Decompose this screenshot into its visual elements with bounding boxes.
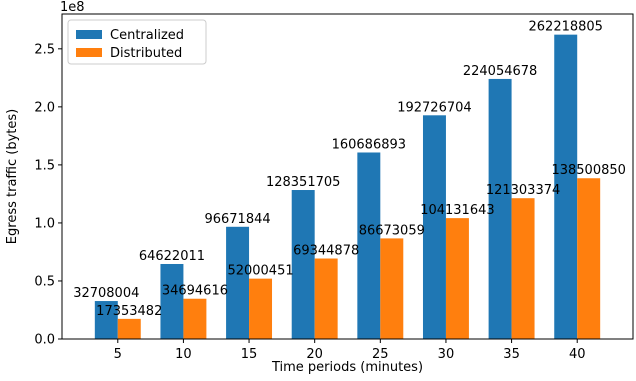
y-tick-label: 2.5 (34, 42, 55, 57)
x-tick-label: 35 (503, 347, 520, 362)
y-axis-offset-label: 1e8 (60, 0, 85, 15)
bar-distributed-35 (511, 198, 535, 339)
y-tick-label: 2.0 (34, 100, 55, 115)
data-label-distributed-20: 69344878 (293, 244, 359, 259)
legend-label-distributed: Distributed (110, 46, 182, 61)
y-tick-label: 1.0 (34, 216, 55, 231)
bar-distributed-25 (380, 238, 404, 339)
bar-centralized-35 (488, 78, 512, 339)
data-label-centralized-15: 96671844 (204, 212, 270, 227)
x-tick-label: 30 (438, 347, 455, 362)
x-tick-label: 10 (175, 347, 192, 362)
x-tick-label: 15 (241, 347, 258, 362)
x-tick-label: 20 (306, 347, 323, 362)
data-label-centralized-35: 224054678 (463, 64, 537, 79)
data-label-distributed-25: 86673059 (359, 223, 425, 238)
data-label-centralized-40: 262218805 (529, 20, 603, 35)
legend-label-centralized: Centralized (110, 28, 184, 43)
data-label-centralized-20: 128351705 (266, 175, 340, 190)
bar-centralized-30 (422, 115, 446, 339)
legend-box (67, 19, 207, 65)
data-label-distributed-40: 138500850 (551, 163, 625, 178)
bars-layer (94, 34, 601, 339)
y-tick-label: 0.0 (34, 333, 55, 348)
y-tick-label: 1.5 (34, 158, 55, 173)
legend: Centralized Distributed (67, 19, 207, 65)
bar-distributed-20 (314, 258, 338, 339)
data-label-centralized-10: 64622011 (139, 249, 205, 264)
bar-centralized-15 (226, 226, 250, 339)
bar-centralized-20 (291, 190, 315, 339)
bar-centralized-10 (160, 263, 184, 339)
data-label-distributed-30: 104131643 (420, 203, 494, 218)
bar-centralized-5 (94, 301, 118, 339)
bar-centralized-25 (357, 152, 381, 339)
data-label-centralized-25: 160686893 (332, 137, 406, 152)
x-tick-label: 25 (372, 347, 389, 362)
data-label-centralized-30: 192726704 (397, 100, 471, 115)
y-tick-label: 0.5 (34, 274, 55, 289)
axes-layer: 0.0 0.5 1.0 1.5 2.0 2.5 5 10 15 20 25 30 35 40 1e8 Time… (5, 0, 634, 375)
bar-distributed-10 (183, 298, 207, 339)
data-label-distributed-35: 121303374 (486, 183, 560, 198)
bar-distributed-15 (249, 278, 273, 339)
bar-distributed-30 (445, 218, 469, 339)
data-label-distributed-5: 17353482 (96, 304, 162, 319)
x-tick-label: 40 (569, 347, 586, 362)
x-tick-label: 5 (114, 347, 122, 362)
bar-distributed-5 (117, 318, 141, 339)
bar-distributed-40 (577, 178, 601, 339)
x-axis-title: Time periods (minutes) (271, 360, 423, 375)
legend-swatch-centralized (76, 30, 102, 39)
data-labels-layer: 32708004 64622011 96671844 128351705 1606868… (73, 20, 626, 319)
data-label-distributed-15: 52000451 (227, 264, 293, 279)
data-label-distributed-10: 34694616 (162, 284, 228, 299)
data-label-centralized-5: 32708004 (73, 286, 139, 301)
plot-frame (61, 13, 634, 340)
bar-centralized-40 (554, 34, 578, 339)
legend-swatch-distributed (76, 48, 102, 57)
y-axis-title: Egress traffic (bytes) (5, 109, 20, 244)
